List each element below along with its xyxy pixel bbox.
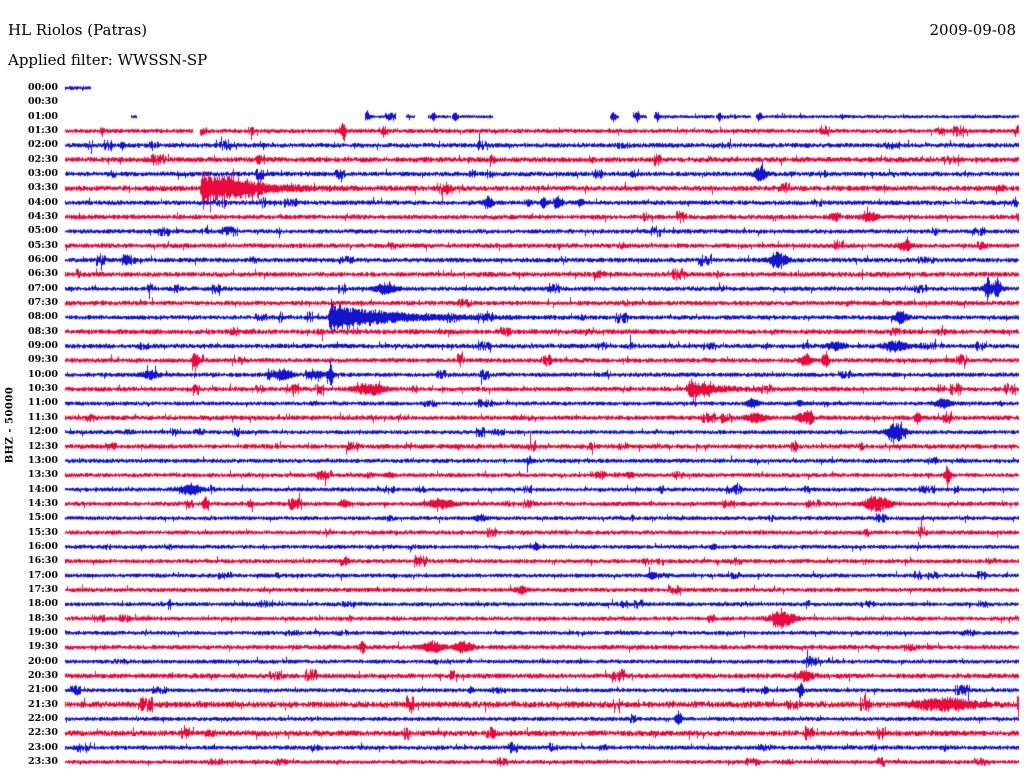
time-label: 02:30 bbox=[28, 153, 58, 165]
time-label: 13:30 bbox=[28, 469, 58, 481]
time-label: 13:00 bbox=[28, 454, 58, 466]
time-label: 23:00 bbox=[28, 741, 58, 753]
record-date: 2009-09-08 bbox=[929, 21, 1016, 39]
time-label: 02:00 bbox=[28, 139, 58, 151]
time-label: 20:30 bbox=[28, 669, 58, 681]
time-label: 12:00 bbox=[28, 426, 58, 438]
time-label: 07:30 bbox=[28, 297, 58, 309]
time-label: 23:30 bbox=[28, 755, 58, 767]
time-label: 03:30 bbox=[28, 182, 58, 194]
time-label: 20:00 bbox=[28, 655, 58, 667]
time-label: 08:30 bbox=[28, 325, 58, 337]
time-label: 21:00 bbox=[28, 684, 58, 696]
time-label: 01:00 bbox=[28, 110, 58, 122]
time-label: 08:00 bbox=[28, 311, 58, 323]
time-label: 06:00 bbox=[28, 254, 58, 266]
time-label: 16:00 bbox=[28, 540, 58, 552]
time-label: 16:30 bbox=[28, 555, 58, 567]
time-label: 14:00 bbox=[28, 483, 58, 495]
time-label: 04:00 bbox=[28, 196, 58, 208]
time-label: 11:00 bbox=[28, 397, 58, 409]
time-label: 17:00 bbox=[28, 569, 58, 581]
time-label: 21:30 bbox=[28, 698, 58, 710]
time-label: 00:00 bbox=[28, 82, 58, 93]
station-title: HL Riolos (Patras) bbox=[8, 21, 148, 39]
time-label: 19:00 bbox=[28, 626, 58, 638]
time-label: 05:00 bbox=[28, 225, 58, 237]
time-label: 14:30 bbox=[28, 497, 58, 509]
time-label: 01:30 bbox=[28, 125, 58, 137]
time-label: 18:30 bbox=[28, 612, 58, 624]
time-label: 15:30 bbox=[28, 526, 58, 538]
time-label: 12:30 bbox=[28, 440, 58, 452]
time-label: 00:30 bbox=[28, 96, 58, 108]
time-label: 10:00 bbox=[28, 368, 58, 380]
time-label: 15:00 bbox=[28, 512, 58, 524]
time-label: 11:30 bbox=[28, 411, 58, 423]
time-label: 09:30 bbox=[28, 354, 58, 366]
time-label: 09:00 bbox=[28, 340, 58, 352]
time-label: 22:30 bbox=[28, 727, 58, 739]
time-label: 05:30 bbox=[28, 239, 58, 251]
time-label: 07:00 bbox=[28, 282, 58, 294]
time-label: 10:30 bbox=[28, 383, 58, 395]
time-label: 22:00 bbox=[28, 712, 58, 724]
applied-filter-label: Applied filter: WWSSN-SP bbox=[8, 51, 208, 69]
time-label: 18:00 bbox=[28, 598, 58, 610]
time-label: 19:30 bbox=[28, 641, 58, 653]
time-label: 03:00 bbox=[28, 168, 58, 180]
time-label: 17:30 bbox=[28, 583, 58, 595]
time-label: 06:30 bbox=[28, 268, 58, 280]
time-label: 04:30 bbox=[28, 211, 58, 223]
